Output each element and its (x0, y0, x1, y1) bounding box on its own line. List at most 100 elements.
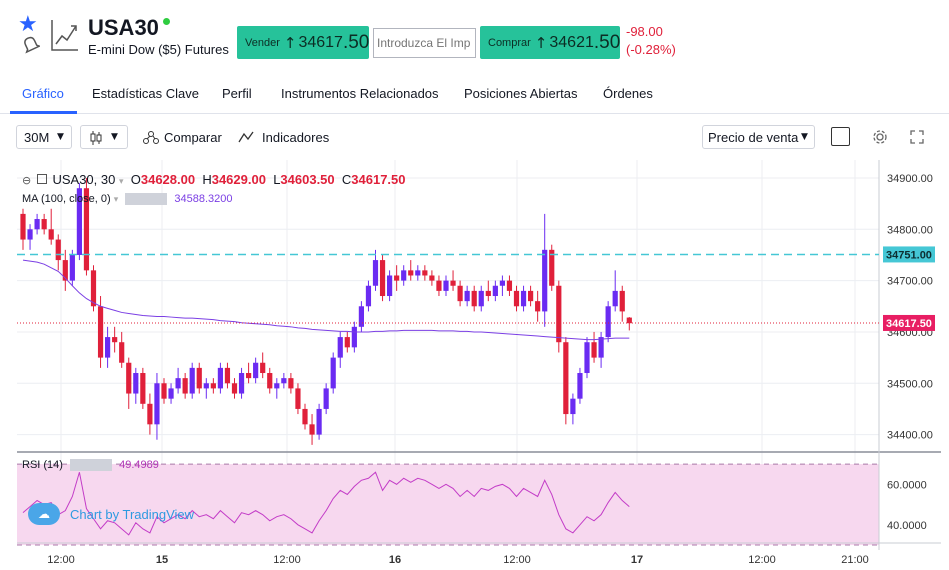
close-value: 34617.50 (351, 172, 406, 187)
candle-body (351, 326, 357, 348)
tradingview-cloud-icon: ☁ (28, 503, 60, 525)
candle-body (302, 408, 308, 425)
caret-down-icon: ▼ (57, 132, 64, 142)
time-axis-tick: 21:00 (841, 554, 869, 566)
candle-body (224, 367, 231, 384)
compare-icon[interactable] (142, 129, 160, 145)
candle-body (577, 373, 583, 399)
ma-legend: MA (100, close, 0) ▾ 34588.3200 (22, 193, 233, 206)
candle-body (182, 378, 188, 394)
chart-type-select[interactable]: ▼ (80, 125, 128, 149)
collapse-legend-icon[interactable]: ⊖ (22, 174, 32, 187)
compare-button[interactable]: Comparar (164, 130, 222, 145)
candle-body (189, 367, 195, 394)
moving-average-line (22, 259, 630, 341)
candle-body (20, 213, 26, 240)
candle-body (288, 378, 294, 389)
hide-icon[interactable] (36, 174, 47, 184)
indicators-button[interactable]: Indicadores (262, 130, 330, 145)
price-axis-tick: 34900.00 (887, 173, 933, 185)
candle-body (41, 219, 47, 230)
sell-button[interactable]: Vender ↑ 34617.50 (237, 26, 369, 59)
price-axis-tick: 34400.00 (887, 430, 933, 442)
candles-icon (90, 131, 102, 145)
fullscreen-icon[interactable] (910, 130, 924, 144)
favorite-star-icon[interactable]: ★ (18, 12, 38, 37)
amount-input[interactable] (373, 28, 476, 58)
alert-bell-icon[interactable] (20, 36, 40, 54)
high-value: 34629.00 (211, 172, 266, 187)
time-axis-tick: 16 (389, 554, 401, 566)
candle-body (210, 383, 216, 389)
tab-bar: Gráfico Estadísticas Clave Perfil Instru… (0, 76, 949, 114)
tab-open-positions[interactable]: Posiciones Abiertas (464, 86, 578, 101)
candle-body (605, 306, 611, 338)
candle-body (478, 290, 484, 307)
candle-body (563, 342, 569, 415)
high-label: H (202, 172, 212, 187)
rsi-band (17, 464, 879, 546)
candle-body (140, 373, 146, 404)
candle-body (27, 229, 33, 240)
caret-down-icon: ▼ (111, 132, 118, 142)
time-axis-tick: 12:00 (47, 554, 75, 566)
candle-body (387, 275, 393, 297)
tab-key-stats[interactable]: Estadísticas Clave (92, 86, 199, 101)
low-label: L (273, 172, 281, 187)
candle-body (246, 373, 252, 379)
low-value: 34603.50 (280, 172, 335, 187)
tab-profile[interactable]: Perfil (222, 86, 252, 101)
rsi-legend: RSI (14) 49.4989 (22, 459, 159, 472)
candle-body (83, 188, 90, 271)
price-change-percent: (-0.28%) (626, 42, 676, 57)
price-axis-tick: 34800.00 (887, 224, 933, 236)
candle-body (464, 290, 470, 302)
candle-body (119, 342, 125, 363)
candle-body (520, 290, 527, 307)
candle-body (90, 270, 97, 307)
indicator-controls-icon[interactable] (70, 459, 113, 472)
settings-gear-icon[interactable] (872, 129, 888, 145)
candle-body (528, 290, 534, 302)
buy-button[interactable]: Comprar ↑ 34621.50 (480, 26, 620, 59)
candle-body (168, 388, 174, 399)
candle-body (542, 249, 548, 312)
interval-select[interactable]: 30M ▼ (16, 125, 72, 149)
candle-body (429, 275, 435, 281)
market-open-status-dot (163, 18, 170, 25)
tab-orders[interactable]: Órdenes (603, 86, 653, 101)
candle-body (591, 342, 597, 358)
candle-body (231, 383, 238, 394)
buy-price-fraction: .50 (593, 31, 621, 53)
price-type-select[interactable]: Precio de venta ▼ (702, 125, 815, 149)
candle-body (450, 280, 456, 286)
tradingview-branding[interactable]: ☁ Chart by TradingView (28, 503, 228, 525)
candle-body (55, 239, 61, 261)
arrow-up-icon: ↑ (283, 33, 297, 52)
indicators-icon[interactable] (238, 130, 254, 144)
candle-body (365, 285, 372, 307)
take-snapshot-icon[interactable] (831, 127, 850, 146)
candle-body (619, 290, 625, 312)
candle-body (295, 388, 301, 409)
candle-body (203, 383, 209, 389)
tab-related-instruments[interactable]: Instrumentos Relacionados (281, 86, 439, 101)
candle-body (408, 270, 414, 276)
indicator-controls-icon[interactable] (125, 193, 168, 206)
candle-body (457, 285, 463, 302)
candle-body (323, 388, 329, 409)
time-axis-tick: 12:00 (503, 554, 531, 566)
current-price-label: 34617.50 (886, 318, 932, 330)
candle-body (344, 337, 350, 348)
candle-body (379, 260, 386, 297)
candle-body (274, 383, 280, 389)
price-chart[interactable]: 34900.0034800.0034700.0034600.0034500.00… (17, 160, 941, 568)
candle-body (196, 367, 202, 389)
candle-body (147, 403, 153, 425)
candle-body (626, 317, 632, 324)
chart-trend-icon (51, 20, 78, 51)
candle-body (133, 373, 139, 394)
tab-chart[interactable]: Gráfico (22, 86, 64, 101)
candle-body (260, 362, 266, 374)
price-change: -98.00 (-0.28%) (626, 23, 676, 59)
